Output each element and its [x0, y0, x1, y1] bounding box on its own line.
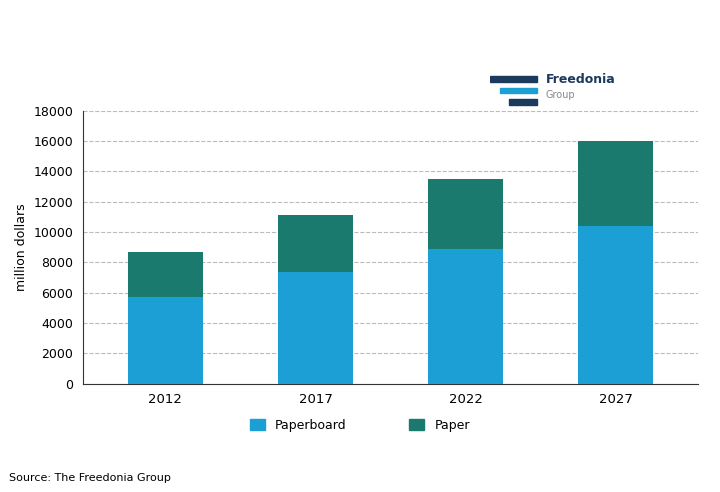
Bar	[509, 99, 537, 104]
Bar	[428, 179, 503, 249]
Bar	[428, 249, 503, 384]
Bar	[128, 252, 203, 297]
Y-axis label: million dollars: million dollars	[14, 203, 27, 291]
Text: Paper Foodservice Packaging & Serviceware Demand by Material Type,: Paper Foodservice Packaging & Servicewar…	[9, 28, 481, 41]
Text: Figure 3-2.: Figure 3-2.	[9, 5, 81, 18]
Bar	[500, 88, 537, 93]
Text: Group: Group	[546, 90, 575, 100]
Bar	[578, 141, 653, 226]
Bar	[578, 226, 653, 384]
Text: 2012, 2017, 2022, & 2027: 2012, 2017, 2022, & 2027	[9, 51, 179, 63]
Bar	[278, 215, 353, 272]
Text: Freedonia: Freedonia	[546, 73, 616, 87]
Bar	[278, 272, 353, 384]
Legend: Paperboard, Paper: Paperboard, Paper	[246, 414, 474, 436]
Bar	[490, 76, 537, 82]
Text: Source: The Freedonia Group: Source: The Freedonia Group	[9, 473, 171, 483]
Text: (million dollars): (million dollars)	[9, 74, 113, 87]
Bar	[128, 297, 203, 384]
